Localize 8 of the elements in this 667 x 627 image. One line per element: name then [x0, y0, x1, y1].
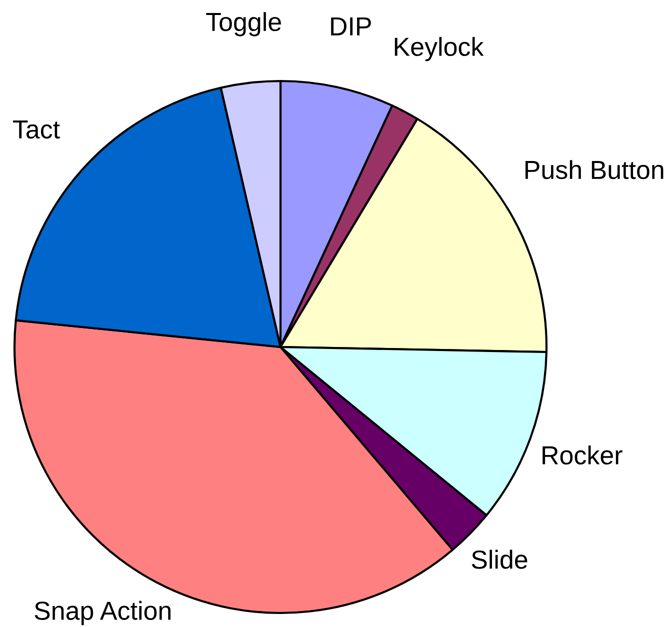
slice-label: Slide [472, 550, 528, 569]
slice-label: DIP [331, 17, 371, 36]
slice-label: Toggle [206, 12, 281, 36]
slice-label: Snap Action [34, 600, 170, 626]
slice-label: Keylock [394, 36, 484, 62]
slice-label: Tact [13, 120, 60, 139]
slice-label: Push Button [526, 160, 664, 180]
slice-label: Rocker [542, 445, 622, 465]
